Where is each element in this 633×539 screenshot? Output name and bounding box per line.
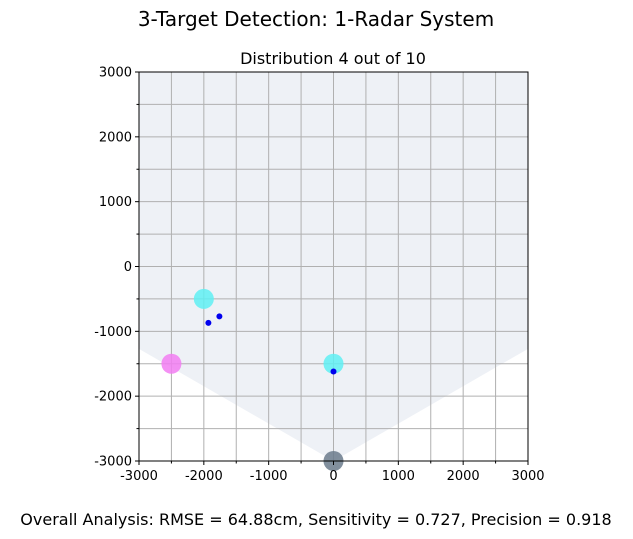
grid-lines [138,71,529,462]
data-marks [161,288,344,471]
y-tick-label: -2000 [94,390,132,405]
x-tick-label: 2000 [447,469,480,484]
x-tick-label: -1000 [250,469,288,484]
target-point [193,288,214,309]
x-tick-label: -3000 [120,469,158,484]
detection-point [216,313,223,320]
figure-title: 3-Target Detection: 1-Radar System [138,7,494,31]
axis-ticks: -3000 -2000 -1000 0 1000 2000 3000 -3000 -2000 -1… [94,66,544,485]
y-tick-label: -3000 [94,455,132,470]
plot-title: Distribution 4 out of 10 [240,49,426,68]
missed-target-point [161,353,182,374]
y-tick-label: -1000 [94,325,132,340]
detection-point [205,319,212,326]
x-tick-label: 1000 [382,469,415,484]
y-tick-label: 3000 [99,66,132,81]
target-point [323,353,344,374]
x-tick-label: -2000 [185,469,223,484]
y-tick-label: 2000 [99,130,132,145]
y-tick-label: 0 [124,260,132,275]
x-tick-label: 3000 [511,469,544,484]
y-tick-label: 1000 [99,195,132,210]
plot-area: -3000 -2000 -1000 0 1000 2000 3000 -3000 -2000 -1… [94,66,544,485]
x-tick-label: 0 [329,469,337,484]
overall-analysis-footer: Overall Analysis: RMSE = 64.88cm, Sensit… [20,510,611,529]
detection-point [330,368,337,375]
